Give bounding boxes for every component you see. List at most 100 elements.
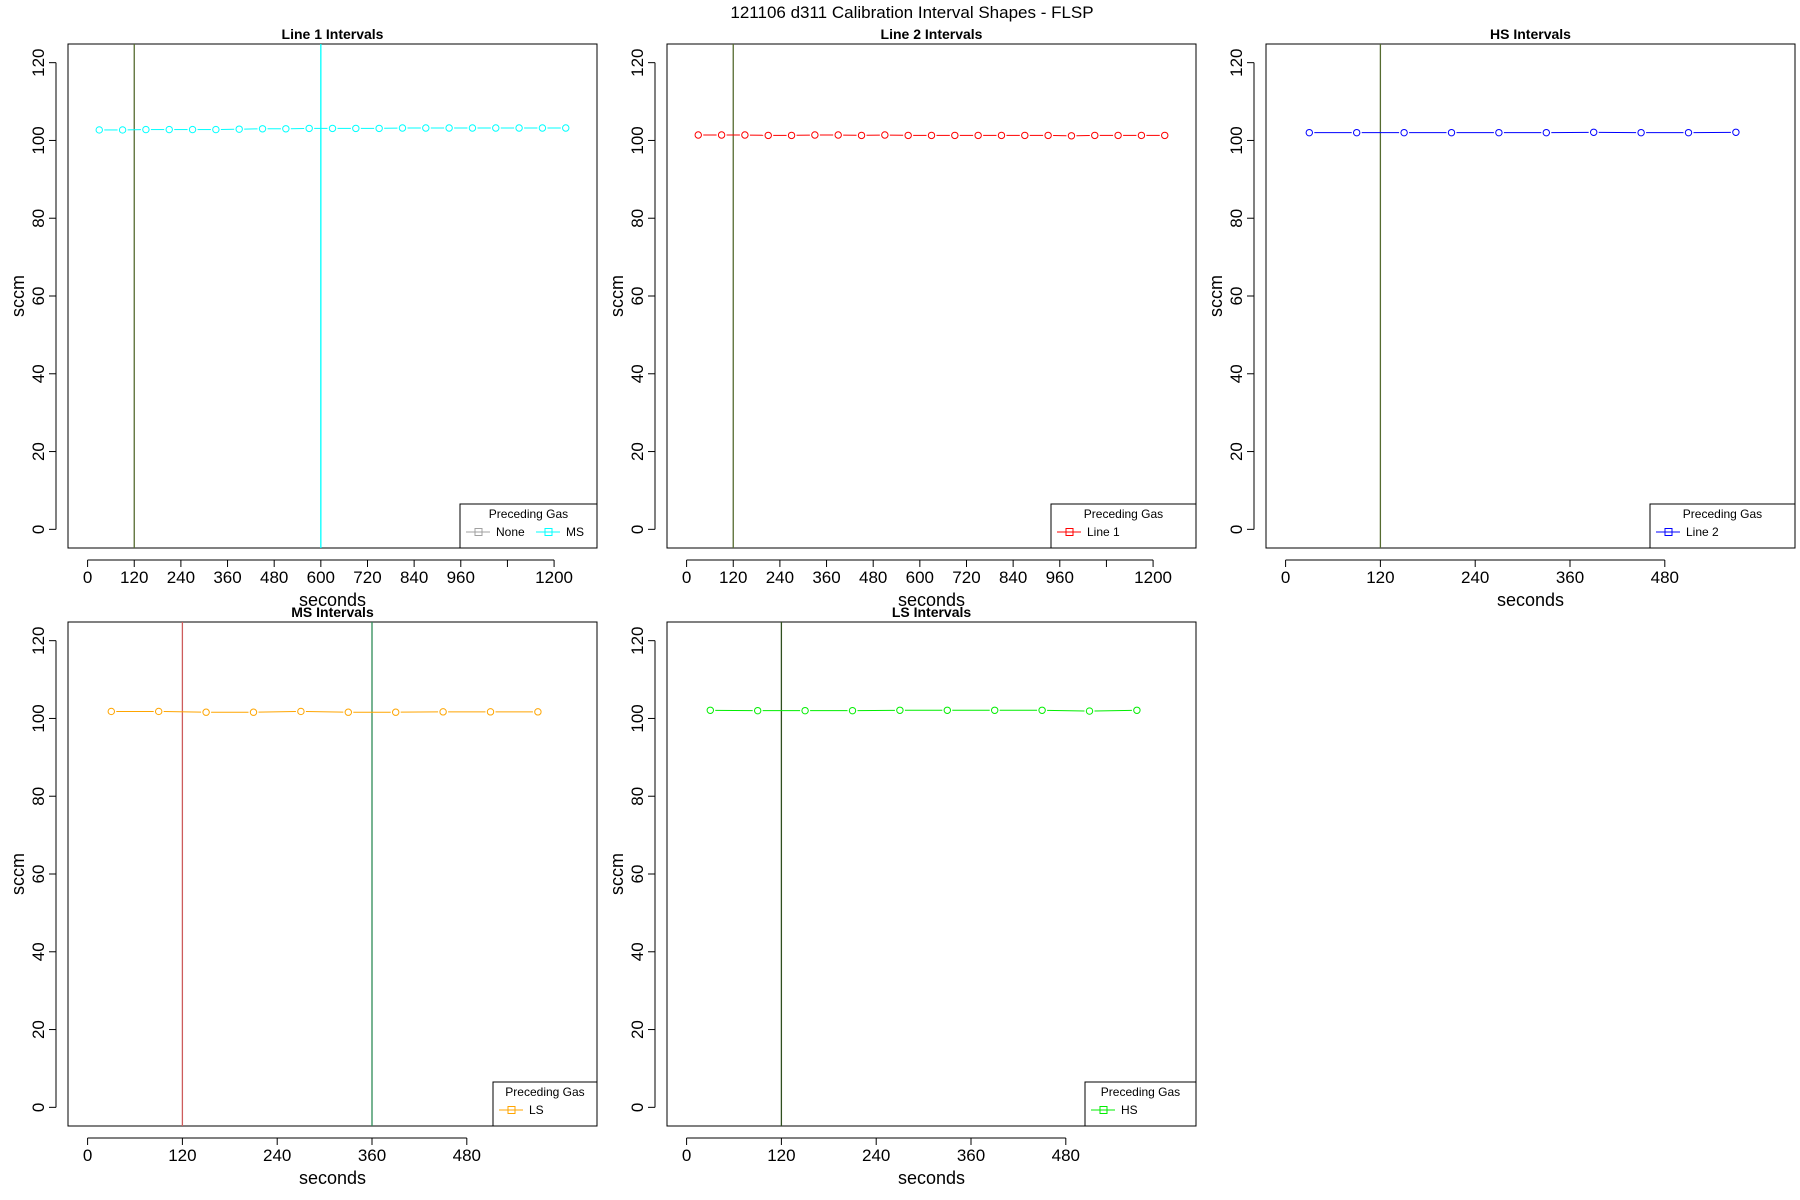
x-tick-label: 1200: [535, 568, 573, 587]
data-point: [706, 706, 714, 714]
data-point: [1495, 128, 1503, 137]
chart-panel-5: LS Intervals 0 20 40 60 80 100 120 0 120 240 360 480…: [607, 604, 1197, 1188]
legend-swatch-square: [1065, 528, 1074, 536]
data-point: [848, 706, 857, 715]
y-tick-label: 20: [29, 442, 48, 461]
data-point: [951, 131, 959, 140]
y-tick-label: 60: [628, 287, 647, 306]
y-tick-label: 40: [628, 364, 647, 383]
y-tick-label: 80: [628, 209, 647, 228]
panel-title: HS Intervals: [1490, 26, 1571, 42]
data-point: [811, 131, 819, 139]
x-tick-label: 480: [453, 1146, 481, 1165]
data-point: [896, 706, 904, 714]
data-point: [1114, 131, 1122, 140]
x-tick-label: 120: [767, 1146, 795, 1165]
y-tick-label: 40: [628, 942, 647, 961]
data-point: [694, 131, 702, 139]
y-tick-label: 120: [29, 626, 48, 654]
x-tick-label: 480: [260, 568, 288, 587]
data-point: [142, 125, 150, 134]
legend-entry-label: Line 1: [1087, 525, 1120, 539]
data-point: [445, 124, 453, 132]
data-point: [1542, 128, 1551, 137]
legend: Preceding Gas None MS: [459, 503, 598, 549]
data-point: [352, 124, 360, 133]
plot-area-frame: [67, 43, 598, 549]
figure-title: 121106 d311 Calibration Interval Shapes …: [730, 3, 1093, 22]
x-axis-label: seconds: [898, 590, 965, 610]
x-tick-label: 0: [682, 1146, 691, 1165]
legend-title: Preceding Gas: [505, 1085, 584, 1099]
data-point: [305, 124, 313, 133]
x-tick-label: 840: [400, 568, 428, 587]
y-tick-label: 60: [1227, 287, 1246, 306]
legend: Preceding Gas Line 2: [1649, 503, 1796, 549]
x-tick-label: 0: [682, 568, 691, 587]
y-tick-label: 80: [1227, 209, 1246, 228]
y-tick-label: 20: [628, 1020, 647, 1039]
data-point: [439, 708, 447, 716]
data-point: [904, 131, 912, 140]
series-line-segment: [1094, 709, 1132, 712]
legend-entry-label: MS: [566, 525, 584, 539]
plot-area-frame: [666, 621, 1197, 1127]
x-tick-label: 0: [1281, 568, 1290, 587]
legend-box: [1084, 1081, 1197, 1127]
data-point: [1637, 128, 1645, 137]
y-tick-label: 100: [29, 704, 48, 732]
y-tick-label: 100: [1227, 126, 1246, 154]
x-tick-label: 120: [168, 1146, 196, 1165]
x-tick-label: 1200: [1134, 568, 1172, 587]
data-point: [717, 131, 726, 139]
y-tick-label: 40: [29, 942, 48, 961]
legend: Preceding Gas HS: [1084, 1081, 1197, 1127]
panel-title: LS Intervals: [892, 604, 972, 620]
y-tick-label: 120: [628, 626, 647, 654]
data-point: [282, 125, 290, 133]
data-point: [486, 708, 495, 716]
data-point: [1044, 131, 1052, 140]
x-tick-label: 120: [719, 568, 747, 587]
data-point: [1684, 128, 1693, 137]
x-tick-label: 720: [952, 568, 980, 587]
y-tick-label: 100: [628, 126, 647, 154]
x-tick-label: 360: [358, 1146, 386, 1165]
data-point: [787, 131, 796, 140]
legend-entry-label: Line 2: [1686, 525, 1719, 539]
legend-swatch-square: [1664, 528, 1673, 536]
y-axis-label: sccm: [8, 853, 28, 895]
y-tick-label: 20: [29, 1020, 48, 1039]
x-axis-label: seconds: [1497, 590, 1564, 610]
x-tick-label: 600: [906, 568, 934, 587]
legend-title: Preceding Gas: [1101, 1085, 1180, 1099]
chart-panel-3: HS Intervals 0 20 40 60 80 100 120 0 120 240 360 480…: [1206, 26, 1796, 610]
legend-entry-label: None: [496, 525, 525, 539]
data-point: [1091, 131, 1099, 140]
data-point: [1732, 128, 1740, 136]
legend-title: Preceding Gas: [1084, 507, 1163, 521]
data-point: [1038, 706, 1046, 714]
x-tick-label: 480: [1052, 1146, 1080, 1165]
plot-area-frame: [1265, 43, 1796, 549]
x-tick-label: 480: [859, 568, 887, 587]
legend-box: [1050, 503, 1197, 549]
data-point: [1400, 128, 1408, 137]
y-tick-label: 120: [628, 48, 647, 76]
y-tick-label: 40: [29, 364, 48, 383]
y-tick-label: 80: [29, 787, 48, 806]
legend-swatch-square: [544, 528, 553, 536]
y-tick-label: 80: [29, 209, 48, 228]
data-point: [202, 708, 210, 716]
data-point: [249, 708, 258, 716]
x-tick-label: 720: [353, 568, 381, 587]
y-tick-label: 60: [29, 865, 48, 884]
chart-panel-4: MS Intervals 0 20 40 60 80 100 120 0 120 240 360 480…: [8, 604, 598, 1188]
data-point: [422, 124, 430, 132]
series-line-segment: [305, 711, 344, 713]
data-point: [1590, 128, 1598, 136]
x-tick-label: 0: [83, 568, 92, 587]
y-tick-label: 60: [628, 865, 647, 884]
